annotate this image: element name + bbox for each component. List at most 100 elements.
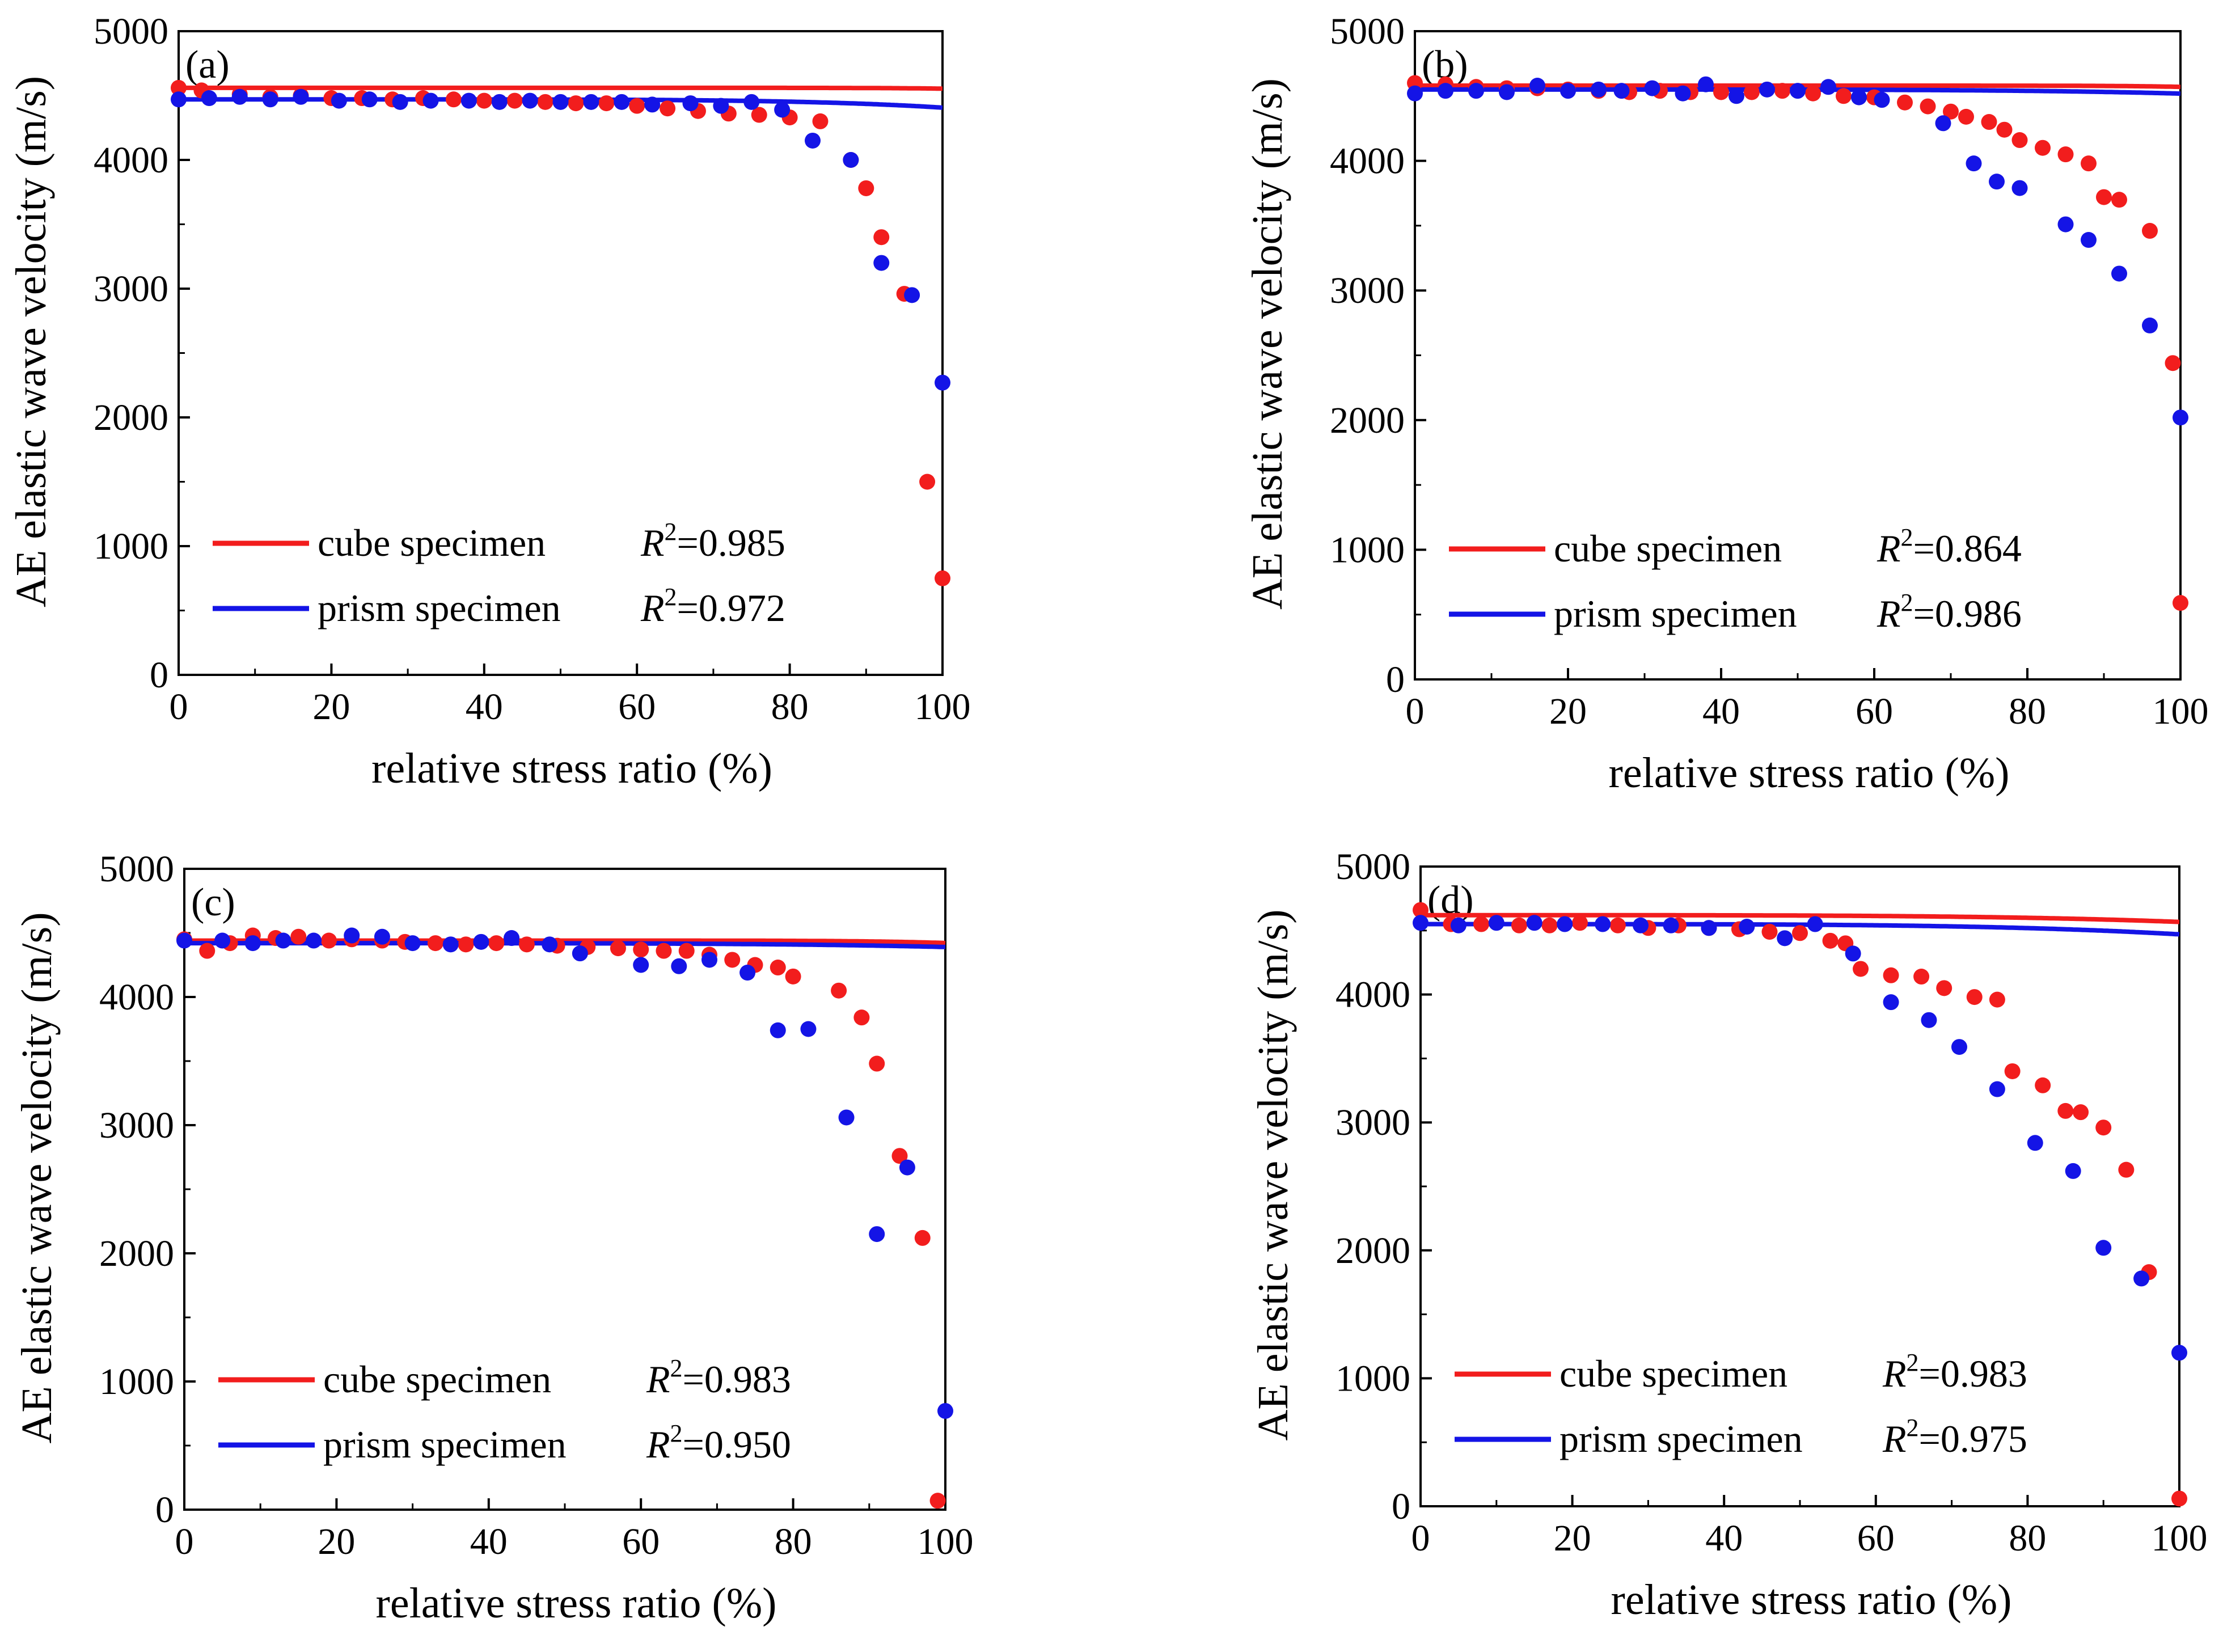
y-tick-label: 3000 xyxy=(1336,1102,1410,1143)
data-point-prism xyxy=(1759,81,1775,98)
x-axis-title: relative stress ratio (%) xyxy=(376,1579,777,1627)
data-point-prism xyxy=(805,132,821,149)
data-point-prism xyxy=(682,95,699,112)
legend-label: cube specimen xyxy=(1554,527,1782,570)
data-point-cube xyxy=(1966,989,1983,1005)
plot-frame xyxy=(177,30,944,676)
data-point-cube xyxy=(2096,189,2112,205)
r2-superscript: 2 xyxy=(1901,589,1913,616)
data-point-prism xyxy=(614,94,630,110)
data-point-prism xyxy=(1851,89,1867,105)
data-point-cube xyxy=(2057,1102,2074,1119)
legend-r2: R2=0.950 xyxy=(646,1419,791,1466)
chart-panel-b: 0 20 40 60 80 100010002000300040005000relativ… xyxy=(1244,11,2209,797)
data-point-cube xyxy=(1897,94,1913,111)
data-point-cube xyxy=(1996,121,2013,138)
data-point-cube xyxy=(2035,1077,2051,1093)
data-point-cube xyxy=(633,941,649,958)
r2-value: =0.983 xyxy=(683,1358,791,1401)
data-point-prism xyxy=(2065,1163,2081,1179)
data-point-cube xyxy=(427,935,443,952)
data-point-cube xyxy=(812,113,829,129)
data-point-cube xyxy=(2057,146,2074,163)
legend-r2: R2=0.972 xyxy=(640,583,785,629)
r2-symbol: R xyxy=(646,1423,670,1466)
data-point-cube xyxy=(1920,98,1936,115)
data-point-prism xyxy=(2011,180,2028,196)
data-point-prism xyxy=(1644,80,1660,96)
data-point-cube xyxy=(199,943,215,959)
data-point-prism xyxy=(800,1021,817,1037)
r2-value: =0.983 xyxy=(1919,1352,2027,1395)
x-tick-label: 60 xyxy=(1856,691,1893,732)
r2-value: =0.975 xyxy=(1919,1417,2027,1460)
data-point-prism xyxy=(2111,265,2127,282)
y-tick-label: 4000 xyxy=(94,140,168,181)
data-point-cube xyxy=(678,943,695,959)
data-point-cube xyxy=(1792,925,1808,941)
data-point-cube xyxy=(724,952,741,968)
data-point-prism xyxy=(1407,85,1423,102)
y-tick-label: 1000 xyxy=(99,1361,174,1402)
fit-curve-cube xyxy=(1421,912,2180,924)
r2-superscript: 2 xyxy=(665,583,677,611)
data-point-prism xyxy=(460,92,477,109)
data-point-prism xyxy=(1874,92,1890,108)
legend-r2: R2=0.975 xyxy=(1882,1414,2027,1460)
data-point-cube xyxy=(1511,917,1527,933)
data-point-cube xyxy=(2165,355,2181,371)
x-tick-label: 40 xyxy=(1705,1518,1743,1559)
legend-r2: R2=0.864 xyxy=(1877,523,2022,570)
data-point-prism xyxy=(176,932,192,949)
data-point-prism xyxy=(1663,917,1679,933)
data-point-prism xyxy=(404,935,421,952)
data-point-prism xyxy=(701,952,717,968)
x-tick-label: 80 xyxy=(771,686,809,728)
data-point-prism xyxy=(644,96,661,113)
data-point-prism xyxy=(1613,83,1630,99)
data-point-prism xyxy=(2142,317,2158,333)
y-tick-label: 3000 xyxy=(99,1105,174,1146)
r2-value: =0.950 xyxy=(683,1423,791,1466)
r2-value: =0.985 xyxy=(677,521,785,564)
data-point-cube xyxy=(2081,155,2097,172)
y-tick-label: 4000 xyxy=(1336,974,1410,1016)
data-point-prism xyxy=(1883,994,1899,1011)
y-tick-label: 4000 xyxy=(99,977,174,1018)
data-point-prism xyxy=(1529,78,1545,94)
r2-symbol: R xyxy=(640,586,665,629)
data-point-cube xyxy=(1744,84,1760,100)
data-point-cube xyxy=(751,107,767,123)
data-point-prism xyxy=(1413,915,1429,931)
data-point-cube xyxy=(2111,192,2127,208)
data-point-prism xyxy=(633,957,649,973)
data-point-cube xyxy=(1989,991,2005,1008)
data-point-prism xyxy=(774,102,791,118)
x-tick-label: 20 xyxy=(318,1521,355,1562)
x-tick-label: 80 xyxy=(775,1521,812,1562)
data-point-prism xyxy=(2171,1345,2187,1361)
data-point-cube xyxy=(458,936,474,953)
data-point-prism xyxy=(1526,915,1542,931)
x-tick-label: 0 xyxy=(1406,691,1425,732)
y-axis-title: AE elastic wave velocity (m/s) xyxy=(7,76,55,607)
x-tick-label: 100 xyxy=(2152,1518,2208,1559)
data-point-cube xyxy=(660,100,676,117)
data-point-cube xyxy=(929,1493,946,1509)
data-point-cube xyxy=(1883,967,1899,983)
x-tick-label: 100 xyxy=(2153,691,2209,732)
data-point-prism xyxy=(504,930,520,947)
data-point-prism xyxy=(873,255,890,271)
y-tick-label: 3000 xyxy=(1330,270,1405,311)
y-tick-label: 2000 xyxy=(1336,1230,1410,1271)
data-point-prism xyxy=(1728,88,1744,104)
y-tick-label: 2000 xyxy=(99,1233,174,1274)
data-point-prism xyxy=(1989,1081,2005,1097)
plot-frame xyxy=(1414,30,2182,681)
data-point-prism xyxy=(442,936,459,953)
data-point-prism xyxy=(843,152,859,168)
r2-symbol: R xyxy=(640,521,665,564)
data-point-cube xyxy=(1761,924,1778,940)
data-point-cube xyxy=(1836,88,1852,104)
legend-label: prism specimen xyxy=(323,1423,567,1466)
